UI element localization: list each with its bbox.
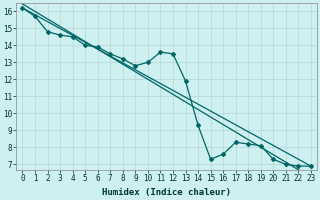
X-axis label: Humidex (Indice chaleur): Humidex (Indice chaleur) bbox=[102, 188, 231, 197]
